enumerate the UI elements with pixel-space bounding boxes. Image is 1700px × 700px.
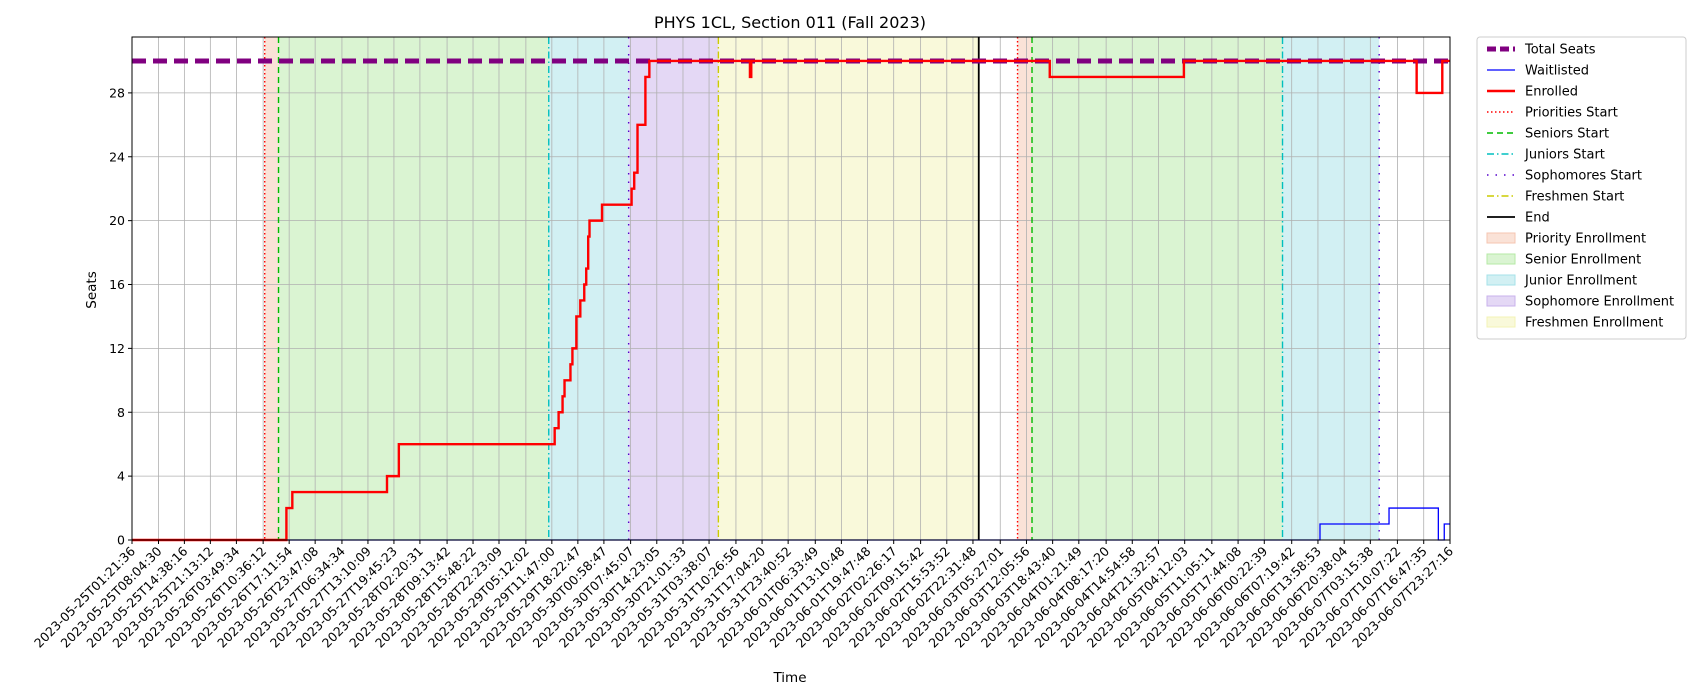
legend-label: Sophomores Start (1525, 169, 1642, 184)
chart-title: PHYS 1CL, Section 011 (Fall 2023) (654, 13, 926, 32)
legend-swatch (1486, 232, 1516, 244)
legend-label: Priorities Start (1525, 106, 1618, 121)
y-tick-label: 12 (109, 341, 125, 356)
span-priority-enrollment (1017, 37, 1033, 540)
x-axis-ticks: 2023-05-25T01:21:362023-05-25T08:04:3020… (31, 540, 1456, 651)
y-tick-label: 24 (109, 149, 125, 164)
span-sophomore-enrollment (628, 37, 719, 540)
legend-box (1476, 36, 1687, 340)
grid (131, 37, 1451, 541)
legend-swatch (1486, 295, 1516, 307)
y-tick-label: 4 (117, 469, 125, 484)
x-axis-title: Time (772, 670, 806, 686)
y-axis-ticks: 0 4 8 12 16 20 24 28 (109, 85, 132, 548)
y-axis-title: Seats (84, 271, 100, 308)
legend-label: End (1525, 211, 1550, 226)
y-tick-label: 16 (109, 277, 125, 292)
legend-label: Junior Enrollment (1524, 274, 1637, 289)
legend-label: Priority Enrollment (1525, 232, 1646, 247)
phase-spans (264, 37, 1380, 540)
series-waitlisted (132, 507, 1450, 541)
legend-swatch (1486, 274, 1516, 286)
y-tick-label: 20 (109, 213, 125, 228)
legend-swatch (1486, 316, 1516, 328)
legend-label: Freshmen Start (1525, 190, 1624, 205)
y-tick-label: 28 (109, 85, 125, 100)
legend-swatch (1486, 253, 1516, 265)
plot-frame (131, 36, 1451, 541)
y-tick-label: 0 (117, 533, 125, 548)
phase-markers (264, 37, 1380, 540)
y-tick-label: 8 (117, 405, 125, 420)
legend-label: Total Seats (1524, 43, 1596, 58)
legend: Total Seats Waitlisted Enrolled Priorities … (1476, 36, 1687, 340)
series-enrolled (132, 59, 1450, 542)
legend-label: Seniors Start (1525, 127, 1609, 142)
span-senior-enrollment (278, 37, 549, 540)
span-senior-enrollment (1032, 37, 1283, 540)
series-lines (132, 58, 1450, 542)
legend-label: Waitlisted (1525, 64, 1589, 79)
span-junior-enrollment (548, 37, 629, 540)
legend-label: Sophomore Enrollment (1525, 295, 1674, 310)
span-freshmen-enrollment (718, 37, 979, 540)
legend-label: Enrolled (1525, 85, 1578, 100)
span-priority-enrollment (264, 37, 279, 540)
span-junior-enrollment (1282, 37, 1380, 540)
legend-label: Juniors Start (1524, 148, 1605, 163)
legend-label: Senior Enrollment (1525, 253, 1641, 268)
legend-label: Freshmen Enrollment (1525, 316, 1663, 331)
